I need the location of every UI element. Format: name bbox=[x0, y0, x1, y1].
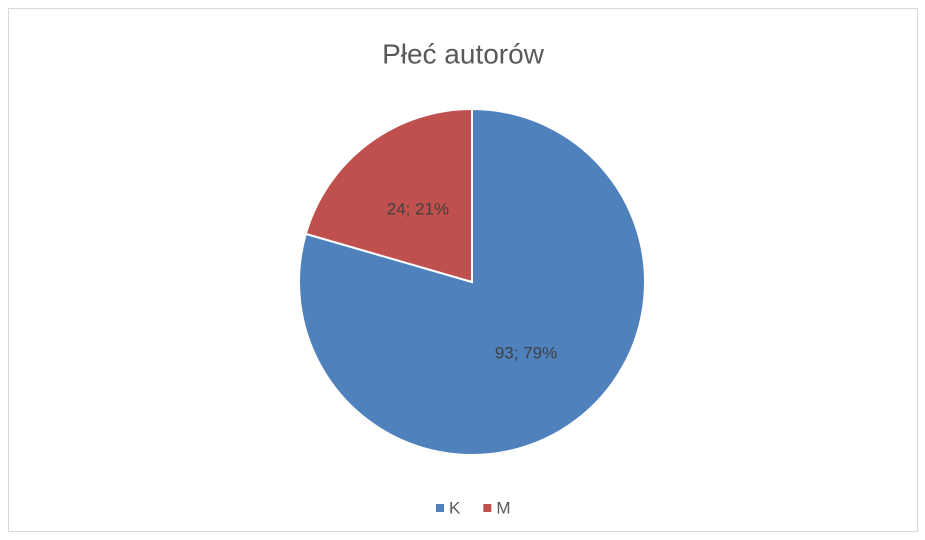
legend-swatch bbox=[483, 504, 492, 512]
chart-title: Płeć autorów bbox=[382, 38, 545, 69]
pie-slice bbox=[304, 107, 473, 284]
legend-label: K bbox=[449, 498, 461, 517]
data-label: 93; 79% bbox=[495, 343, 557, 362]
data-label: 24; 21% bbox=[387, 200, 449, 219]
legend-label: M bbox=[496, 498, 510, 517]
legend-swatch bbox=[436, 504, 444, 512]
